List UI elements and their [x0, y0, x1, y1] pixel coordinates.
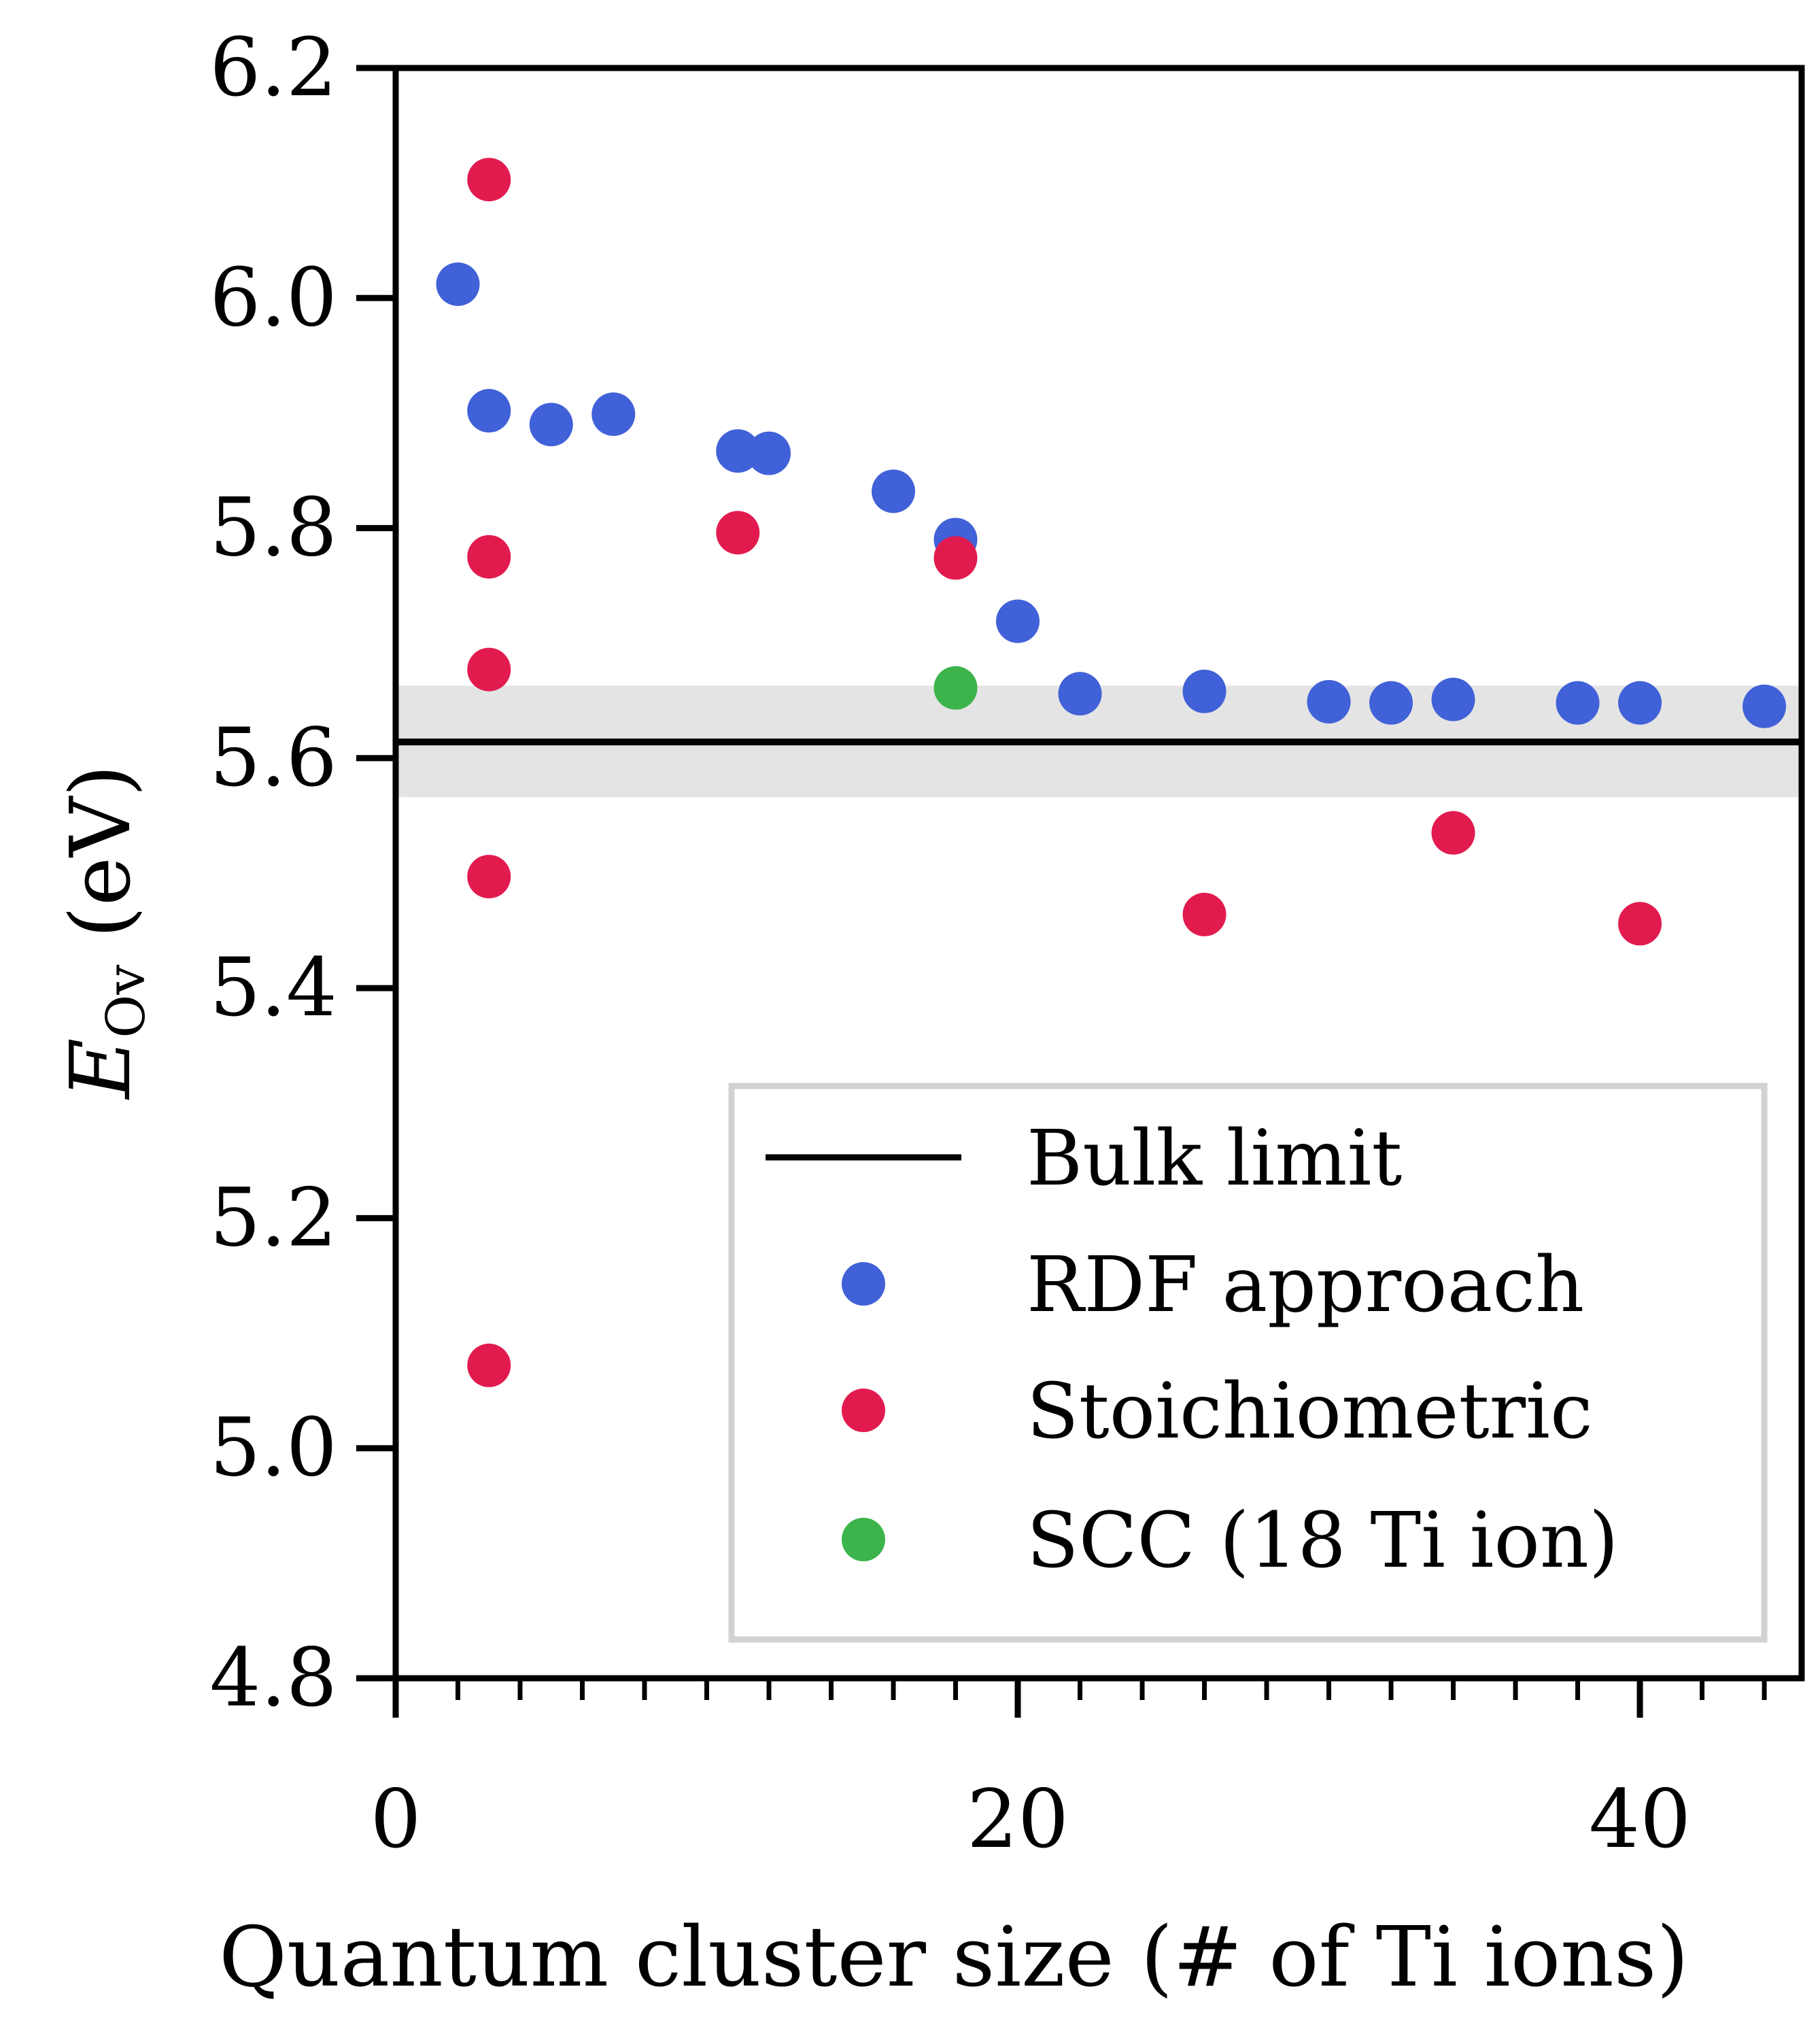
rdf-point: [872, 469, 916, 513]
y-tick-label: 5.2: [209, 1170, 337, 1264]
rdf-point: [747, 431, 791, 475]
rdf-point: [1556, 681, 1600, 725]
rdf-point: [467, 389, 511, 433]
y-axis-title-main: E: [52, 1038, 149, 1100]
rdf-point: [1369, 681, 1413, 725]
stoichiometric-point: [467, 158, 511, 202]
stoichiometric-point: [716, 511, 760, 555]
axes-layer: [392, 65, 1805, 1682]
scc-point: [933, 666, 978, 710]
y-tick-label: 5.8: [209, 481, 337, 575]
rdf-point: [1742, 684, 1787, 728]
legend-scc-swatch: [842, 1518, 885, 1561]
legend-stoichiometric-swatch: [842, 1389, 885, 1432]
ticks-layer: 4.8 5.0 5.2 5.4 5.6 5.8 6.0 6.2 0 20 40: [209, 20, 1767, 1866]
rdf-point: [529, 403, 573, 447]
rdf-point: [436, 262, 480, 306]
stoichiometric-point: [467, 1343, 511, 1387]
rdf-point: [1307, 679, 1351, 724]
legend-label-bulk-limit: Bulk limit: [1027, 1115, 1402, 1203]
x-tick-label: 40: [1589, 1772, 1691, 1866]
rdf-point: [1618, 681, 1662, 725]
data-points-layer: [436, 158, 1787, 1387]
y-axis-title-space: [52, 938, 149, 965]
rdf-point: [716, 429, 760, 473]
stoichiometric-point: [467, 534, 511, 579]
rdf-point: [1058, 672, 1102, 716]
y-tick-label: 6.0: [209, 250, 337, 344]
x-tick-label: 0: [370, 1772, 421, 1866]
x-tick-label: 20: [967, 1772, 1069, 1866]
legend: Bulk limit RDF approach Stoichiometric S…: [728, 1083, 1768, 1643]
stoichiometric-point: [933, 536, 978, 580]
y-tick-label: 4.8: [209, 1631, 337, 1724]
stoichiometric-point: [467, 647, 511, 692]
legend-label-scc: SCC (18 Ti ion): [1027, 1497, 1619, 1585]
rdf-point: [1182, 669, 1226, 713]
stoichiometric-point: [1182, 892, 1226, 936]
stoichiometric-point: [1618, 902, 1662, 946]
legend-label-stoichiometric: Stoichiometric: [1027, 1367, 1593, 1456]
y-axis-title-subscript: Ov: [96, 965, 157, 1038]
y-tick-label: 5.4: [209, 940, 337, 1034]
plot-frame: [392, 65, 1805, 1682]
x-axis-title: Quantum cluster size (# of Ti ions): [219, 1909, 1689, 2005]
y-axis-title: EOv (eV): [52, 764, 157, 1100]
rdf-point: [1431, 677, 1475, 721]
legend-frame: [728, 1083, 1768, 1643]
rdf-point: [996, 599, 1040, 643]
legend-label-rdf: RDF approach: [1027, 1241, 1584, 1329]
y-tick-label: 6.2: [209, 20, 337, 114]
y-axis-title-unit: (eV): [52, 764, 149, 938]
y-tick-label: 5.6: [209, 711, 337, 804]
stoichiometric-point: [1431, 811, 1475, 855]
legend-rdf-swatch: [842, 1262, 885, 1306]
y-tick-label: 5.0: [209, 1401, 337, 1495]
rdf-point: [591, 392, 636, 437]
stoichiometric-point: [467, 855, 511, 899]
